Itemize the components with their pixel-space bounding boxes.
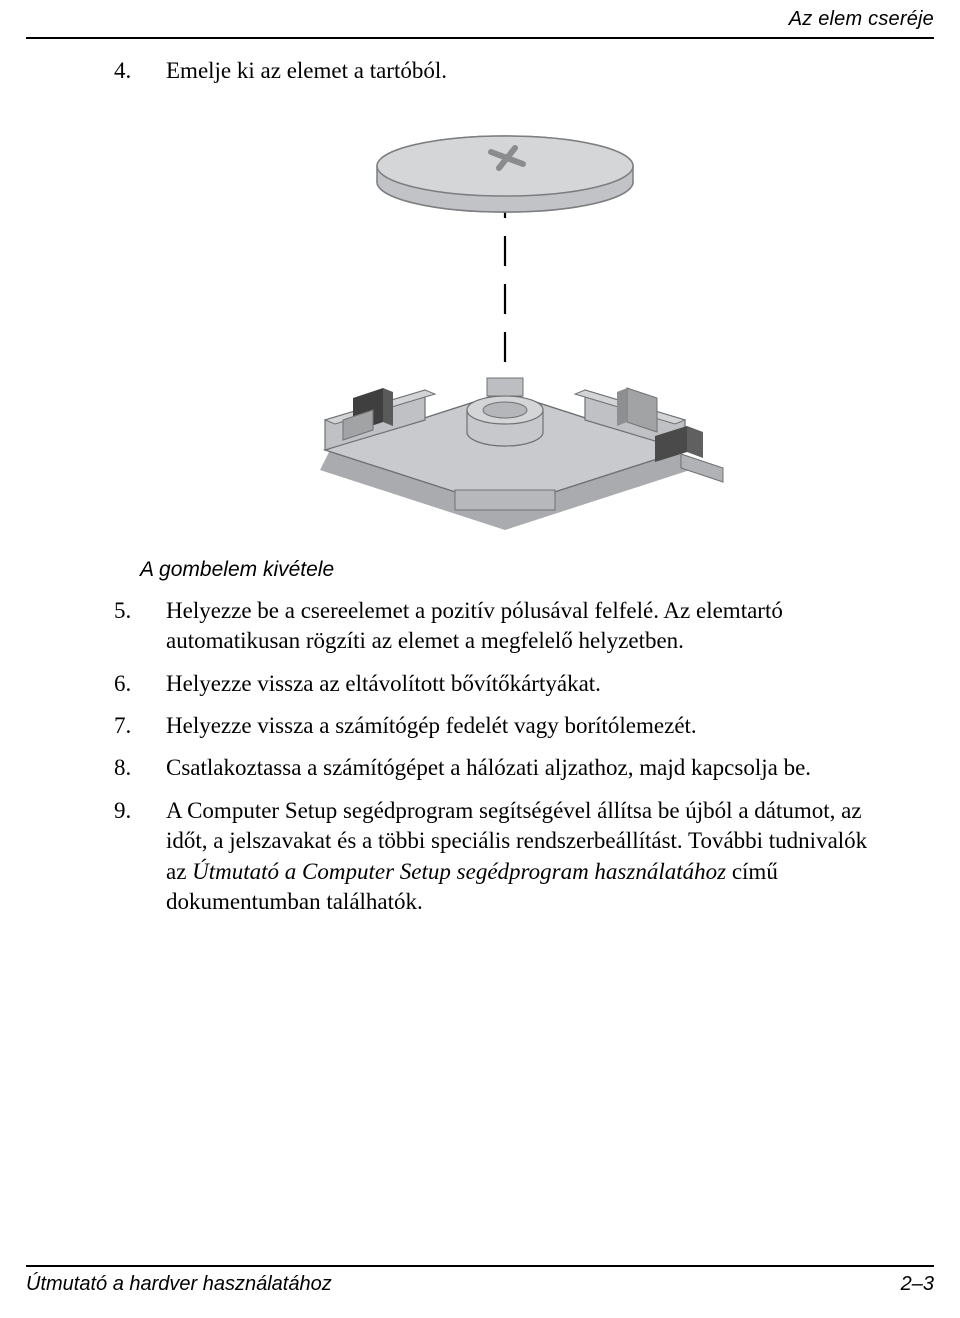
figure-caption: A gombelem kivétele [140, 558, 870, 582]
content: 4.Emelje ki az elemet a tartóból. [140, 58, 870, 929]
step-text: Helyezze vissza a számítógép fedelét vag… [166, 713, 697, 738]
footer-rule [26, 1265, 934, 1267]
step-text: Helyezze vissza az eltávolított bővítőká… [166, 671, 601, 696]
step-text: Emelje ki az elemet a tartóból. [166, 58, 447, 83]
battery-diagram [225, 110, 785, 550]
footer-row: Útmutató a hardver használatához 2–3 [26, 1273, 934, 1296]
step-8: 8.Csatlakoztassa a számítógépet a hálóza… [166, 753, 870, 783]
running-head: Az elem cseréje [0, 0, 960, 37]
step-number: 9. [140, 796, 166, 826]
header-rule [26, 37, 934, 39]
steps-list: 5.Helyezze be a csereelemet a pozitív pó… [166, 596, 870, 917]
step-number: 8. [140, 753, 166, 783]
step-9: 9.A Computer Setup segédprogram segítség… [166, 796, 870, 917]
footer: Útmutató a hardver használatához 2–3 [26, 1265, 934, 1296]
footer-left: Útmutató a hardver használatához [26, 1273, 332, 1296]
footer-right: 2–3 [901, 1273, 934, 1296]
header: Az elem cseréje [0, 0, 960, 39]
step-number: 6. [140, 669, 166, 699]
step-7: 7.Helyezze vissza a számítógép fedelét v… [166, 711, 870, 741]
figure [225, 110, 785, 550]
step-6: 6.Helyezze vissza az eltávolított bővítő… [166, 669, 870, 699]
step-number: 4. [140, 58, 166, 84]
step-italic-ref: Útmutató a Computer Setup segédprogram h… [192, 859, 726, 884]
step-number: 7. [140, 711, 166, 741]
step-4: 4.Emelje ki az elemet a tartóból. [166, 58, 870, 84]
step-5: 5.Helyezze be a csereelemet a pozitív pó… [166, 596, 870, 657]
page: Az elem cseréje 4.Emelje ki az elemet a … [0, 0, 960, 1318]
battery-holder-icon [320, 378, 723, 530]
coin-battery-icon [377, 136, 633, 212]
step-text: Csatlakoztassa a számítógépet a hálózati… [166, 755, 811, 780]
step-number: 5. [140, 596, 166, 626]
step-text: Helyezze be a csereelemet a pozitív pólu… [166, 598, 783, 653]
